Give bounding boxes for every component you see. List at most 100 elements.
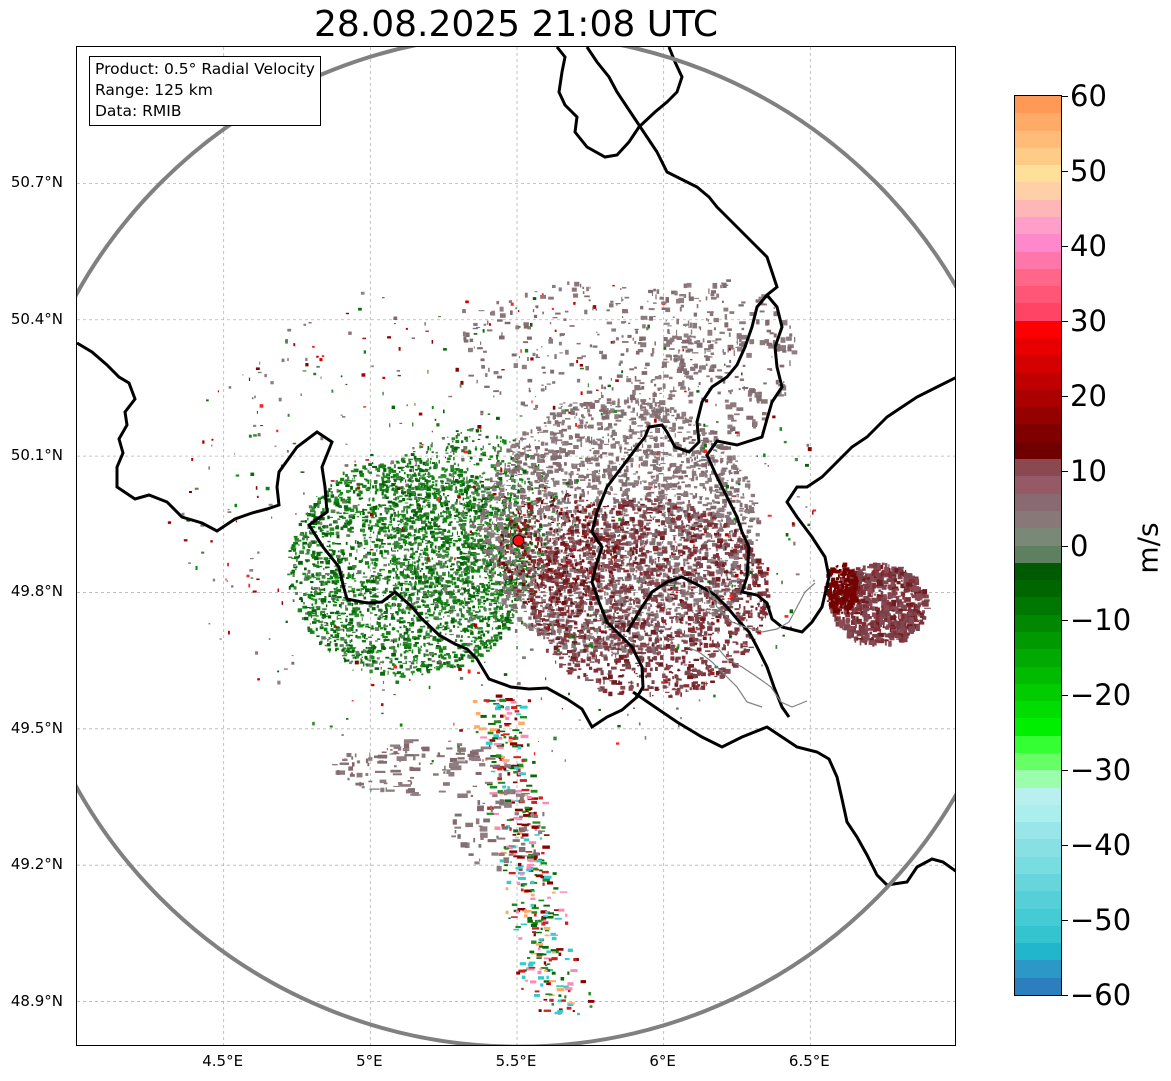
colorbar-tick-mark bbox=[1062, 396, 1068, 397]
colorbar-band bbox=[1015, 701, 1061, 719]
colorbar-tick-mark bbox=[1062, 995, 1068, 996]
colorbar-band bbox=[1015, 407, 1061, 425]
colorbar-band bbox=[1015, 148, 1061, 166]
radar-echo-layer bbox=[168, 279, 931, 1015]
colorbar-band bbox=[1015, 667, 1061, 685]
colorbar-band bbox=[1015, 234, 1061, 252]
colorbar-band bbox=[1015, 615, 1061, 633]
radar-map[interactable] bbox=[76, 46, 956, 1046]
colorbar-band bbox=[1015, 822, 1061, 840]
colorbar-tick-mark bbox=[1062, 920, 1068, 921]
colorbar-band bbox=[1015, 753, 1061, 771]
colorbar-tick-mark bbox=[1062, 695, 1068, 696]
colorbar-tick-mark bbox=[1062, 96, 1068, 97]
border-belgium-northeast bbox=[557, 47, 682, 157]
colorbar-band bbox=[1015, 286, 1061, 304]
colorbar-band bbox=[1015, 252, 1061, 270]
colorbar-band bbox=[1015, 269, 1061, 287]
colorbar-tick-label: −40 bbox=[1070, 828, 1131, 862]
colorbar-band bbox=[1015, 476, 1061, 494]
colorbar-band bbox=[1015, 113, 1061, 131]
colorbar-tick-mark bbox=[1062, 171, 1068, 172]
colorbar-band bbox=[1015, 217, 1061, 235]
colorbar-tick-label: 40 bbox=[1070, 229, 1107, 263]
colorbar-band bbox=[1015, 528, 1061, 546]
range-ring bbox=[77, 47, 956, 1046]
colorbar-band bbox=[1015, 96, 1061, 114]
colorbar-band bbox=[1015, 770, 1061, 788]
radar-site-marker bbox=[513, 535, 524, 546]
longitude-label: 6°E bbox=[649, 1052, 676, 1070]
colorbar-band bbox=[1015, 424, 1061, 442]
colorbar-tick-mark bbox=[1062, 546, 1068, 547]
colorbar-band bbox=[1015, 857, 1061, 875]
info-box: Product: 0.5° Radial Velocity Range: 125… bbox=[89, 56, 321, 126]
colorbar-tick-mark bbox=[1062, 321, 1068, 322]
colorbar-tick-label: 60 bbox=[1070, 79, 1107, 113]
colorbar-band bbox=[1015, 684, 1061, 702]
colorbar-tick-label: 20 bbox=[1070, 379, 1107, 413]
colorbar-band bbox=[1015, 373, 1061, 391]
colorbar-band bbox=[1015, 891, 1061, 909]
colorbar-band bbox=[1015, 580, 1061, 598]
colorbar-tick-label: 0 bbox=[1070, 529, 1088, 563]
longitude-label: 4.5°E bbox=[202, 1052, 243, 1070]
colorbar-band bbox=[1015, 563, 1061, 581]
colorbar-tick-mark bbox=[1062, 770, 1068, 771]
colorbar-band bbox=[1015, 788, 1061, 806]
colorbar-band bbox=[1015, 874, 1061, 892]
longitude-label: 5°E bbox=[356, 1052, 383, 1070]
colorbar-band bbox=[1015, 494, 1061, 512]
graticule-gridlines bbox=[77, 47, 956, 1046]
latitude-label: 49.8°N bbox=[11, 582, 63, 600]
latitude-label: 50.1°N bbox=[11, 446, 63, 464]
colorbar-band bbox=[1015, 736, 1061, 754]
colorbar-band bbox=[1015, 909, 1061, 927]
colorbar-tick-label: −30 bbox=[1070, 753, 1131, 787]
colorbar-tick-label: 10 bbox=[1070, 454, 1107, 488]
colorbar-band bbox=[1015, 338, 1061, 356]
colorbar-band bbox=[1015, 165, 1061, 183]
colorbar-band bbox=[1015, 926, 1061, 944]
colorbar-tick-mark bbox=[1062, 620, 1068, 621]
colorbar-band bbox=[1015, 597, 1061, 615]
colorbar-tick-label: −20 bbox=[1070, 678, 1131, 712]
colorbar-band bbox=[1015, 303, 1061, 321]
longitude-label: 6.5°E bbox=[789, 1052, 830, 1070]
colorbar-band bbox=[1015, 839, 1061, 857]
colorbar-band bbox=[1015, 978, 1061, 996]
colorbar-tick-label: −50 bbox=[1070, 903, 1131, 937]
colorbar-band bbox=[1015, 321, 1061, 339]
colorbar-tick-mark bbox=[1062, 471, 1068, 472]
longitude-label: 5.5°E bbox=[496, 1052, 537, 1070]
latitude-label: 49.2°N bbox=[11, 855, 63, 873]
colorbar-tick-label: 30 bbox=[1070, 304, 1107, 338]
colorbar-band bbox=[1015, 390, 1061, 408]
map-title: 28.08.2025 21:08 UTC bbox=[76, 4, 956, 45]
info-product: Product: 0.5° Radial Velocity bbox=[95, 59, 315, 80]
colorbar-band bbox=[1015, 355, 1061, 373]
colorbar-band bbox=[1015, 182, 1061, 200]
latitude-label: 50.7°N bbox=[11, 173, 63, 191]
colorbar-band bbox=[1015, 718, 1061, 736]
colorbar-tick-label: −60 bbox=[1070, 978, 1131, 1012]
latitude-label: 49.5°N bbox=[11, 719, 63, 737]
colorbar-band bbox=[1015, 960, 1061, 978]
border-belgium-luxembourg-west bbox=[77, 47, 777, 727]
colorbar-band bbox=[1015, 131, 1061, 149]
colorbar-band bbox=[1015, 649, 1061, 667]
border-france-germany-south bbox=[633, 692, 956, 885]
colorbar-band bbox=[1015, 459, 1061, 477]
radar-map-canvas bbox=[77, 47, 956, 1046]
colorbar-tick-mark bbox=[1062, 845, 1068, 846]
latitude-label: 48.9°N bbox=[11, 992, 63, 1010]
info-range: Range: 125 km bbox=[95, 80, 315, 101]
colorbar-band bbox=[1015, 632, 1061, 650]
info-source: Data: RMIB bbox=[95, 101, 315, 122]
colorbar-tick-label: 50 bbox=[1070, 154, 1107, 188]
colorbar-tick-label: −10 bbox=[1070, 603, 1131, 637]
colorbar-band bbox=[1015, 943, 1061, 961]
colorbar-band bbox=[1015, 200, 1061, 218]
colorbar-band bbox=[1015, 442, 1061, 460]
colorbar-band bbox=[1015, 511, 1061, 529]
